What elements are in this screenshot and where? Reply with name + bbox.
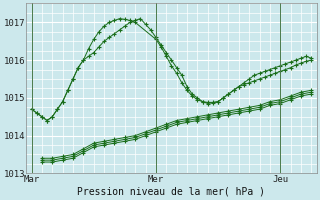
X-axis label: Pression niveau de la mer( hPa ): Pression niveau de la mer( hPa ): [77, 187, 266, 197]
